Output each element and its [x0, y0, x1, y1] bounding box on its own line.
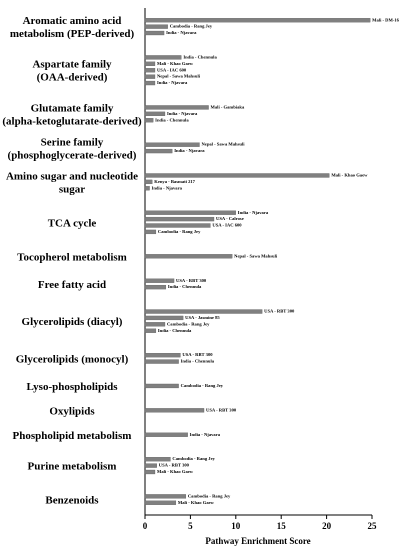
bar-label: India - Chennula — [155, 117, 189, 122]
bar — [144, 61, 156, 66]
bar-label: USA - IAC 600 — [212, 223, 242, 228]
category-label: TCA cycle — [48, 217, 97, 229]
category-label: Benzenoids — [45, 495, 99, 507]
bar-label: Mali - Khao Gaew — [331, 173, 368, 178]
category-label: Lyso-phospholipids — [26, 381, 118, 393]
category-label: Aromatic amino acid metabolism (PEP-deriv… — [10, 15, 135, 40]
bar — [144, 328, 157, 333]
bar — [144, 463, 157, 468]
bar — [144, 111, 166, 116]
bar-label: Cambodia - Rang Jey — [172, 456, 215, 461]
bar — [144, 216, 215, 222]
category-label: Aspartate family (OAA-derived) — [32, 59, 112, 84]
bar-label: India - Njavara — [174, 148, 205, 153]
bar-label: USA - Jasmine 85 — [185, 315, 220, 320]
x-tick-label: 15 — [277, 521, 287, 531]
bar-label: Mali - Gambiaka — [211, 105, 245, 110]
bar — [144, 432, 188, 437]
bar-label: Mali - Khao Gaew — [157, 61, 194, 66]
bar — [144, 500, 177, 505]
bar — [144, 284, 167, 290]
bar-label: India - Njavara — [190, 432, 221, 437]
bar-label: India - Chennula — [183, 54, 217, 59]
bar — [144, 309, 263, 314]
bar-label: Cambodia - Rang Jey — [158, 229, 201, 234]
bar-label: India - Chennula — [168, 284, 202, 289]
bar-label: India - Njavara — [166, 30, 197, 35]
x-tick-label: 10 — [231, 521, 241, 531]
bar — [144, 30, 165, 36]
bar-label: Cambodia - Rang Jey — [188, 493, 231, 498]
bar-label: India - Njavara — [157, 80, 188, 85]
x-tick-label: 25 — [368, 521, 378, 531]
x-tick-label: 20 — [322, 521, 332, 531]
category-label: Free fatty acid — [38, 279, 106, 291]
category-label: Purine metabolism — [28, 461, 117, 473]
bar — [144, 118, 154, 123]
category-label: Glutamate family (alpha-ketoglutarate-der… — [2, 102, 142, 127]
bar — [144, 457, 171, 462]
category-label: Amino sugar and nucleotide sugar — [6, 170, 138, 195]
bar — [144, 80, 156, 86]
bar — [144, 74, 156, 79]
bar-label: USA - RBT 300 — [159, 463, 190, 468]
bar — [144, 494, 187, 499]
category-label: Glycerolipids (monocyl) — [16, 353, 129, 365]
x-tick-label: 0 — [143, 521, 148, 531]
bar-label: USA - RBT 300 — [206, 407, 237, 412]
bar — [144, 173, 330, 178]
bar-label: Cambodia - Rang Jey — [181, 383, 224, 388]
bar-label: Mali - Khao Gaew — [157, 469, 194, 474]
category-label: Phospholipid metabolism — [13, 430, 132, 442]
bar — [144, 278, 175, 283]
bar-label: Nepal - Sawa Mahsuli — [234, 253, 278, 258]
bar — [144, 179, 153, 185]
bar — [144, 105, 209, 110]
bar-label: USA - RBT 300 — [176, 278, 207, 283]
bar — [144, 229, 157, 235]
bar-label: Kenya - Basmati 217 — [154, 179, 195, 184]
bar — [144, 254, 233, 259]
bar — [144, 322, 166, 327]
bar — [144, 24, 168, 29]
bar-label: USA - RBT 300 — [264, 309, 295, 314]
bar — [144, 353, 181, 358]
bar — [144, 142, 200, 147]
x-axis-label: Pathway Enrichment Score — [205, 536, 310, 546]
bar-label: India - Njavara — [152, 185, 183, 190]
bar-label: Mali - Khao Gaew — [178, 500, 215, 505]
bar-label: India - Chennula — [158, 328, 192, 333]
bar-label: USA - Calrose — [216, 216, 244, 221]
bar — [144, 55, 182, 60]
bar-label: USA - IAC 600 — [157, 67, 187, 72]
bar — [144, 315, 184, 321]
bar-label: Nepal - Sawa Mahsuli — [201, 142, 245, 147]
bar-label: India - Chennula — [181, 359, 215, 364]
category-label: Glycerolipids (diacyl) — [22, 316, 123, 328]
bar — [144, 186, 150, 191]
bar-label: Cambodia - Rang Jey — [170, 24, 213, 29]
bar — [144, 18, 371, 23]
bar-label: USA - RBT 300 — [182, 352, 213, 357]
bar — [144, 210, 236, 215]
bar-label: India - Njavara — [167, 111, 198, 116]
bar — [144, 359, 179, 364]
category-label: Tocopherol metabolism — [17, 251, 127, 263]
category-label: Oxylipids — [49, 405, 95, 417]
bar — [144, 383, 179, 389]
category-label: Serine family (phosphoglycerate-derived) — [8, 136, 137, 161]
bar — [144, 223, 211, 228]
bar — [144, 408, 205, 413]
bar — [144, 148, 173, 154]
bar — [144, 469, 156, 475]
bar-label: India - Njavara — [238, 210, 269, 215]
bar-label: Mali - DM-16 — [372, 17, 399, 22]
bar-label: Cambodia - Rang Jey — [167, 321, 210, 326]
x-tick-label: 5 — [188, 521, 193, 531]
bar — [144, 68, 156, 73]
bar-label: Nepal - Sawa Mahsuli — [157, 74, 201, 79]
